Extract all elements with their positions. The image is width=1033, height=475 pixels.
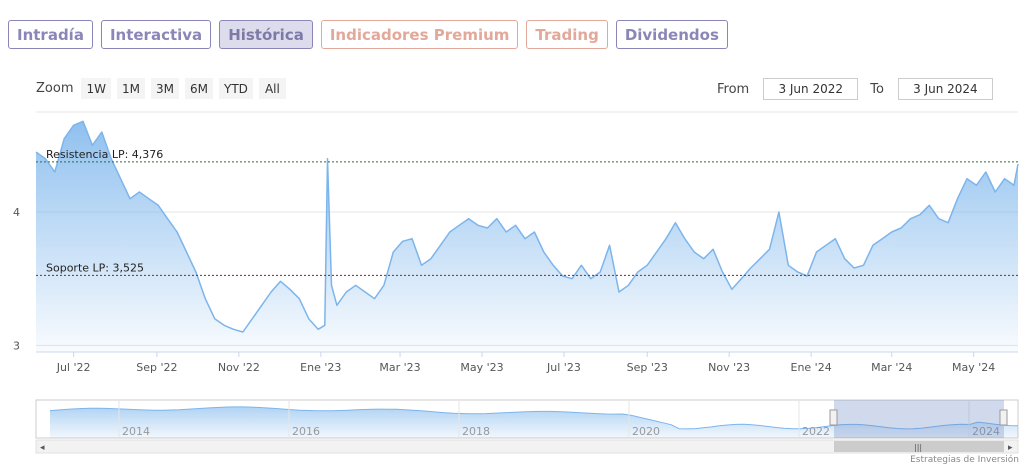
from-label: From bbox=[717, 81, 750, 97]
y-tick-label: 4 bbox=[13, 206, 20, 219]
annotations: Resistencia LP: 4,376 Soporte LP: 3,525 bbox=[36, 148, 1018, 276]
level-label: Soporte LP: 3,525 bbox=[46, 261, 144, 274]
x-tick-label: Ene '23 bbox=[300, 361, 341, 374]
scrollbar-thumb bbox=[834, 441, 1004, 452]
axes: 3 4 Jul '22 Sep '22 Nov '22 Ene '23 Mar '23 May… bbox=[13, 206, 1018, 374]
y-tick-label: 3 bbox=[13, 339, 20, 352]
tab-interactiva[interactable]: Interactiva bbox=[100, 20, 212, 49]
navigator-year-label: 2020 bbox=[632, 425, 660, 438]
x-tick-label: Ene '24 bbox=[791, 361, 832, 374]
tab-bar: Intradía Interactiva Histórica Indicador… bbox=[8, 20, 728, 50]
navigator-handle-right bbox=[999, 409, 1008, 426]
navigator-year-label: 2014 bbox=[122, 425, 150, 438]
navigator-mask bbox=[834, 400, 1004, 438]
tab-indicadores-premium[interactable]: Indicadores Premium bbox=[320, 20, 519, 49]
x-tick-label: Mar '24 bbox=[871, 361, 912, 374]
zoom-selector: Zoom 1W 1M 3M 6M YTD All bbox=[36, 78, 286, 99]
x-tick-label: May '24 bbox=[952, 361, 995, 374]
plot-area bbox=[35, 120, 1019, 352]
tab-trading[interactable]: Trading bbox=[526, 20, 608, 49]
navigator-year-label: 2024 bbox=[972, 425, 1000, 438]
x-tick-label: Sep '23 bbox=[627, 361, 668, 374]
zoom-6m-button[interactable]: 6M bbox=[184, 78, 213, 99]
navigator-year-label: 2018 bbox=[462, 425, 490, 438]
scrollbar-track bbox=[35, 439, 1019, 454]
to-label: To bbox=[870, 81, 884, 97]
x-tick-label: Sep '22 bbox=[136, 361, 177, 374]
zoom-1w-button[interactable]: 1W bbox=[81, 78, 111, 99]
tab-intradia[interactable]: Intradía bbox=[8, 20, 93, 49]
zoom-ytd-button[interactable]: YTD bbox=[218, 78, 253, 99]
x-tick-label: Nov '23 bbox=[708, 361, 750, 374]
navigator-year-label: 2022 bbox=[802, 425, 830, 438]
navigator-handle-left bbox=[829, 409, 838, 426]
zoom-all-button[interactable]: All bbox=[258, 78, 286, 99]
navigator-year-label: 2016 bbox=[292, 425, 320, 438]
date-range: From 3 Jun 2022 To 3 Jun 2024 bbox=[717, 78, 993, 100]
zoom-label: Zoom bbox=[36, 81, 74, 96]
scroll-right-arrow-icon: ▸ bbox=[1008, 443, 1013, 453]
from-date-input[interactable]: 3 Jun 2022 bbox=[763, 78, 859, 100]
x-tick-label: Nov '22 bbox=[218, 361, 260, 374]
navigator[interactable]: 2014 2016 2018 2020 2022 2024 ◂ ▸ ||| bbox=[35, 399, 1019, 454]
series-line bbox=[35, 120, 1019, 333]
scrollbar-grip-icon: ||| bbox=[914, 443, 922, 452]
level-label: Resistencia LP: 4,376 bbox=[46, 148, 163, 161]
scroll-left-arrow-icon: ◂ bbox=[40, 443, 45, 453]
x-tick-label: Jul '23 bbox=[546, 361, 581, 374]
zoom-3m-button[interactable]: 3M bbox=[150, 78, 179, 99]
x-tick-label: May '23 bbox=[460, 361, 503, 374]
navigator-area bbox=[50, 406, 1018, 438]
to-date-input[interactable]: 3 Jun 2024 bbox=[897, 78, 993, 100]
credits-label: Estrategias de Inversión bbox=[910, 455, 1019, 465]
x-tick-label: Jul '22 bbox=[56, 361, 91, 374]
tab-historica[interactable]: Histórica bbox=[219, 20, 313, 49]
tab-dividendos[interactable]: Dividendos bbox=[615, 20, 728, 49]
zoom-1m-button[interactable]: 1M bbox=[116, 78, 145, 99]
series-area bbox=[36, 121, 1018, 352]
navigator-line bbox=[49, 406, 1019, 430]
x-tick-label: Mar '23 bbox=[379, 361, 420, 374]
